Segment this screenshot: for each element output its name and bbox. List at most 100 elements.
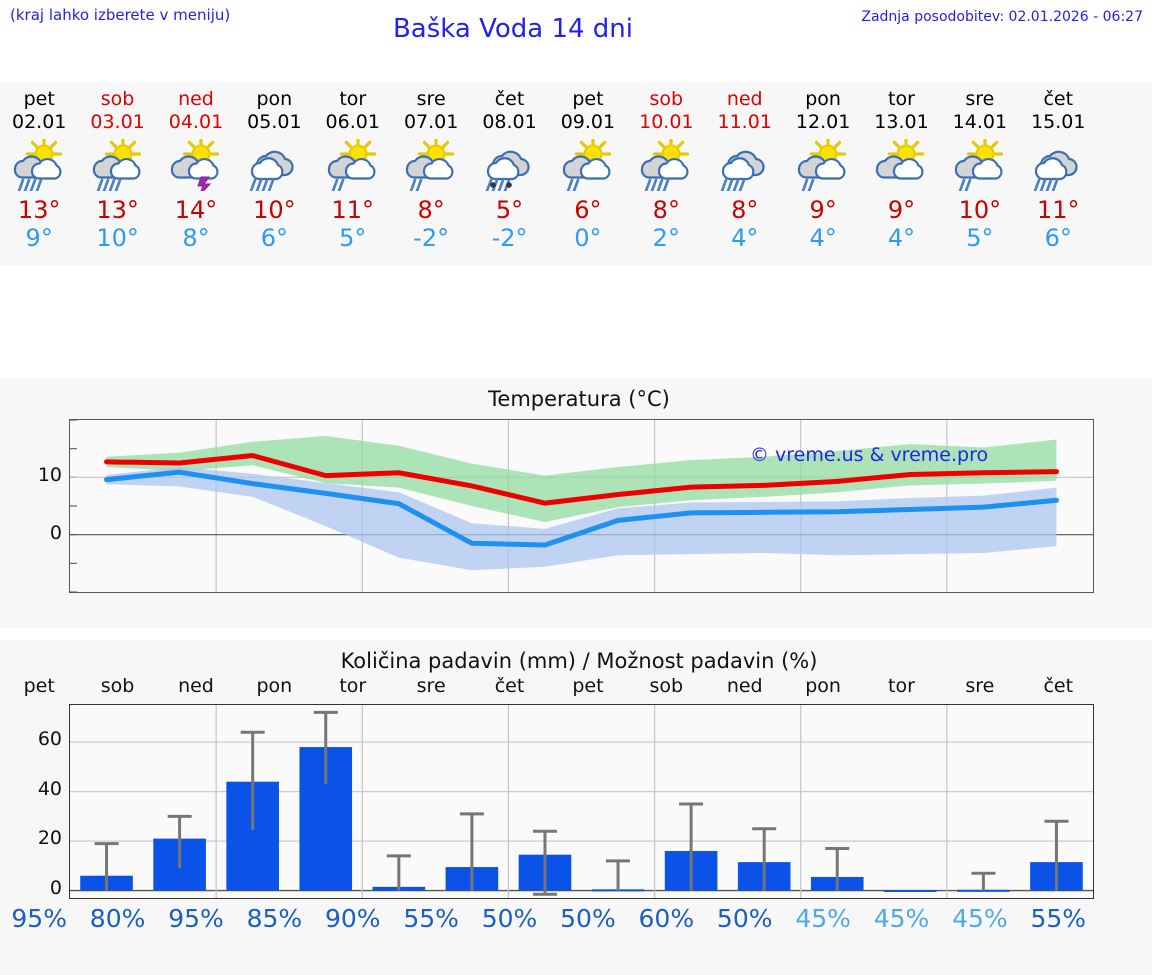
min-temperature: 4° <box>731 224 759 252</box>
precipitation-probability: 55% <box>403 904 459 933</box>
day-name: čet <box>1043 88 1074 110</box>
temperature-y-tick: 10 <box>37 464 62 487</box>
max-temperature: 5° <box>495 196 524 224</box>
sun-cloud-icon <box>862 136 940 194</box>
precipitation-probability: 45% <box>795 904 851 933</box>
sun-cloud-rain-icon <box>627 136 705 194</box>
precipitation-bar-chart <box>70 705 1093 898</box>
max-temperature: 10° <box>958 196 1002 224</box>
precipitation-probability: 50% <box>716 904 773 933</box>
day-name: pet <box>572 88 604 110</box>
day-column[interactable]: pet 02.01 13° 9° <box>0 82 78 265</box>
precipitation-chart-section: Količina padavin (mm) / Možnost padavin … <box>0 640 1152 975</box>
min-temperature: 0° <box>574 224 602 252</box>
min-temperature: 6° <box>260 224 288 252</box>
sun-cloud-light-rain-icon <box>314 136 392 194</box>
precipitation-probability: 50% <box>560 904 616 933</box>
day-column[interactable]: sob 03.01 13° 10° <box>78 82 156 265</box>
temperature-chart-section: Temperatura (°C) 0 10 © vreme.us & vreme.… <box>0 378 1152 628</box>
day-column[interactable]: ned 04.01 14° 8° <box>157 82 235 265</box>
cloud-sleet-icon <box>470 136 548 194</box>
precipitation-day-label: sre <box>965 675 995 697</box>
sun-cloud-light-rain-icon <box>784 136 862 194</box>
day-date: 09.01 <box>560 111 616 133</box>
max-temperature: 8° <box>652 196 680 224</box>
sun-cloud-light-rain-icon <box>392 136 470 194</box>
day-column[interactable]: tor 13.01 9° 4° <box>862 82 940 265</box>
daily-forecast-strip: pet 02.01 13° 9° sob 03.01 13° 10° ned 04.01 14° 8°… <box>0 82 1152 265</box>
day-date: 14.01 <box>952 111 1008 133</box>
precipitation-day-label: pet <box>23 675 55 697</box>
precipitation-probability: 80% <box>89 904 146 933</box>
max-temperature: 10° <box>253 196 296 224</box>
sun-cloud-thunder-icon <box>157 136 235 194</box>
day-column[interactable]: čet 15.01 11° 6° <box>1019 82 1097 265</box>
day-date: 08.01 <box>482 111 537 133</box>
last-updated-label: Zadnja posodobitev: 02.01.2026 - 06:27 <box>861 9 1143 25</box>
max-temperature: 6° <box>574 196 602 224</box>
sun-cloud-light-rain-icon <box>941 136 1019 194</box>
day-name: pon <box>256 88 293 110</box>
day-column[interactable]: ned 11.01 8° 4° <box>706 82 784 265</box>
day-name: tor <box>888 88 915 110</box>
precipitation-day-label: pon <box>805 675 841 697</box>
precipitation-probability: 55% <box>1030 904 1087 933</box>
day-column[interactable]: čet 08.01 5° -2° <box>470 82 548 265</box>
max-temperature: 14° <box>174 196 218 224</box>
precipitation-day-label: pet <box>572 675 604 697</box>
day-date: 10.01 <box>639 111 694 133</box>
precipitation-probability: 95% <box>11 904 67 933</box>
day-column[interactable]: sob 10.01 8° 2° <box>627 82 705 265</box>
day-date: 11.01 <box>717 111 772 133</box>
precipitation-y-tick: 0 <box>49 876 62 899</box>
precipitation-day-label: sob <box>649 675 684 697</box>
day-date: 02.01 <box>11 111 67 133</box>
max-temperature: 9° <box>887 196 916 224</box>
min-temperature: 5° <box>966 224 994 252</box>
day-column[interactable]: tor 06.01 11° 5° <box>314 82 392 265</box>
precipitation-day-label: sob <box>100 675 135 697</box>
day-date: 04.01 <box>168 111 224 133</box>
day-name: sre <box>416 88 446 110</box>
min-temperature: 10° <box>96 224 139 252</box>
min-temperature: 8° <box>182 224 210 252</box>
day-name: čet <box>494 88 525 110</box>
day-name: sre <box>965 88 995 110</box>
watermark-label: © vreme.us & vreme.pro <box>750 444 989 466</box>
precipitation-day-label: ned <box>726 675 763 697</box>
precipitation-day-label: pon <box>256 675 293 697</box>
cloud-rain-icon <box>1019 136 1097 194</box>
day-column[interactable]: pon 05.01 10° 6° <box>235 82 313 265</box>
min-temperature: 6° <box>1044 224 1072 252</box>
day-column[interactable]: pon 12.01 9° 4° <box>784 82 862 265</box>
day-date: 13.01 <box>874 111 929 133</box>
day-date: 07.01 <box>403 111 459 133</box>
precipitation-day-label: ned <box>178 675 214 697</box>
temperature-line-chart <box>70 420 1093 592</box>
precipitation-probability: 85% <box>246 904 303 933</box>
precipitation-day-label: sre <box>416 675 446 697</box>
min-temperature: -2° <box>413 224 450 252</box>
max-temperature: 13° <box>96 196 139 224</box>
day-name: pon <box>805 88 841 110</box>
day-date: 12.01 <box>795 111 851 133</box>
day-name: sob <box>100 88 135 110</box>
precipitation-day-label: tor <box>888 675 915 697</box>
day-name: tor <box>339 88 367 110</box>
min-temperature: -2° <box>491 224 528 252</box>
day-name: sob <box>649 88 684 110</box>
temperature-chart-title: Temperatura (°C) <box>488 387 670 411</box>
day-name: ned <box>726 88 763 110</box>
precipitation-probability: 45% <box>952 904 1008 933</box>
precipitation-day-label: čet <box>494 675 525 697</box>
day-column[interactable]: sre 14.01 10° 5° <box>941 82 1019 265</box>
page-header: (kraj lahko izberete v meniju) Baška Vod… <box>0 0 1152 48</box>
precipitation-day-label: čet <box>1043 675 1074 697</box>
day-column[interactable]: sre 07.01 8° -2° <box>392 82 470 265</box>
max-temperature: 9° <box>809 196 837 224</box>
max-temperature: 11° <box>1037 196 1080 224</box>
precipitation-day-labels: pet sob ned pon tor sre čet pet sob ned pon tor sre č… <box>0 675 1152 701</box>
day-date: 03.01 <box>90 111 145 133</box>
day-column[interactable]: pet 09.01 6° 0° <box>549 82 627 265</box>
precipitation-y-tick: 60 <box>37 728 62 751</box>
